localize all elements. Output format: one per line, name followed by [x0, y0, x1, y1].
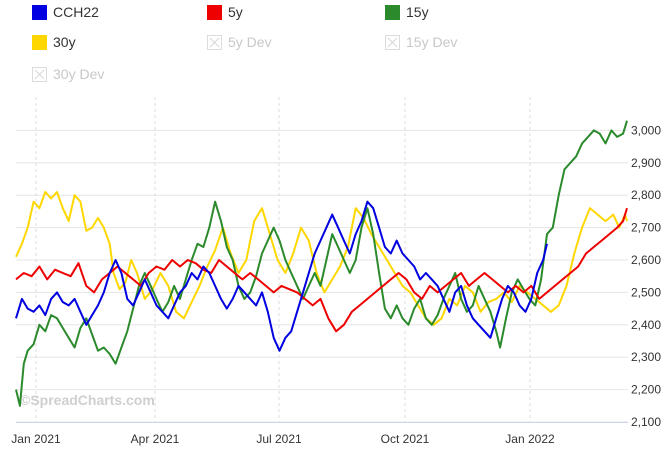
chart-grid	[16, 97, 628, 423]
chart-legend: CCH22 5y 15y 30y 5y Dev 15y Dev 30y Dev	[0, 0, 668, 90]
y-tick-label: 2,800	[631, 188, 661, 202]
legend-label-5y-dev: 5y Dev	[228, 34, 272, 50]
legend-label-15y-dev: 15y Dev	[406, 34, 458, 50]
x-tick-label: Oct 2021	[381, 432, 430, 446]
legend-item-15y-dev[interactable]: 15y Dev	[385, 31, 457, 53]
hidden-series-icon	[207, 34, 222, 50]
x-tick-label: Jul 2021	[256, 432, 302, 446]
x-tick-label: Apr 2021	[131, 432, 180, 446]
legend-label-15y: 15y	[406, 4, 429, 20]
y-tick-label: 3,000	[631, 123, 661, 137]
legend-item-30y-dev[interactable]: 30y Dev	[32, 63, 104, 85]
legend-item-15y[interactable]: 15y	[385, 1, 429, 23]
x-tick-label: Jan 2021	[11, 432, 61, 446]
y-tick-label: 2,700	[631, 221, 661, 235]
legend-swatch-15y	[385, 4, 400, 20]
series-line-5y[interactable]	[15, 207, 628, 333]
y-tick-label: 2,100	[631, 415, 661, 429]
legend-label-30y-dev: 30y Dev	[53, 66, 105, 82]
legend-item-5y-dev[interactable]: 5y Dev	[207, 31, 272, 53]
y-tick-label: 2,200	[631, 383, 661, 397]
y-tick-label: 2,400	[631, 318, 661, 332]
legend-label-30y: 30y	[53, 34, 76, 50]
legend-item-cch22[interactable]: CCH22	[32, 1, 99, 23]
series-line-15y[interactable]	[15, 120, 628, 407]
legend-swatch-30y	[32, 34, 47, 50]
legend-swatch-5y	[207, 4, 222, 20]
series-line-cch22[interactable]	[15, 200, 548, 352]
legend-swatch-cch22	[32, 4, 47, 20]
series-layer	[15, 120, 628, 407]
hidden-series-icon	[32, 66, 47, 82]
y-tick-label: 2,900	[631, 156, 661, 170]
y-tick-label: 2,300	[631, 350, 661, 364]
axis-labels: 2,100 2,200 2,300 2,400 2,500 2,600 2,700 2,800…	[11, 123, 661, 446]
y-tick-label: 2,500	[631, 285, 661, 299]
watermark-text: ©SpreadCharts.com	[20, 392, 155, 408]
y-tick-label: 2,600	[631, 253, 661, 267]
legend-item-5y[interactable]: 5y	[207, 1, 243, 23]
hidden-series-icon	[385, 34, 400, 50]
legend-label-cch22: CCH22	[53, 4, 99, 20]
x-tick-label: Jan 2022	[505, 432, 555, 446]
legend-item-30y[interactable]: 30y	[32, 31, 76, 53]
legend-label-5y: 5y	[228, 4, 243, 20]
